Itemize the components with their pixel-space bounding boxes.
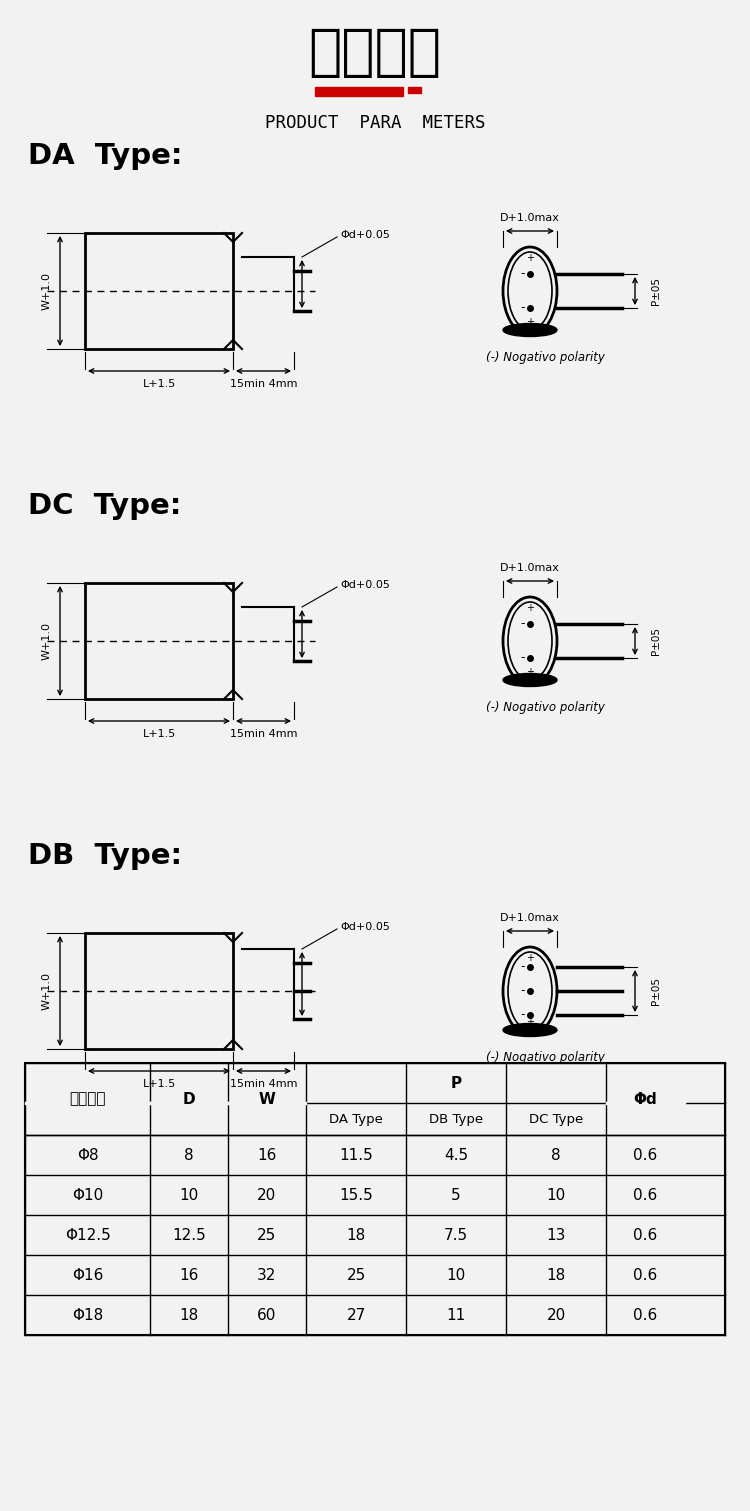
- Text: Φ12.5: Φ12.5: [64, 1227, 110, 1242]
- Text: D+1.0max: D+1.0max: [500, 213, 560, 224]
- Text: 0.6: 0.6: [633, 1268, 658, 1283]
- Text: 10: 10: [446, 1268, 466, 1283]
- Text: 15.5: 15.5: [339, 1188, 373, 1203]
- Text: W: W: [259, 1091, 275, 1106]
- Text: P±05: P±05: [651, 978, 661, 1005]
- Text: Φd+0.05: Φd+0.05: [340, 922, 390, 932]
- Text: -: -: [520, 302, 525, 314]
- Text: 15min 4mm: 15min 4mm: [230, 379, 297, 388]
- Text: Φd: Φd: [634, 1091, 657, 1106]
- Text: DA  Type:: DA Type:: [28, 142, 182, 171]
- Text: -: -: [520, 985, 525, 997]
- Text: -: -: [520, 618, 525, 630]
- Text: PRODUCT  PARA  METERS: PRODUCT PARA METERS: [265, 113, 485, 131]
- Bar: [85, 932, 233, 1049]
- Text: 11: 11: [446, 1307, 466, 1322]
- Bar: [408, 88, 421, 94]
- Text: 20: 20: [546, 1307, 566, 1322]
- Text: Φ8: Φ8: [76, 1147, 98, 1162]
- Text: D: D: [183, 1091, 195, 1106]
- Text: 单体直径: 单体直径: [69, 1091, 106, 1106]
- Text: 18: 18: [179, 1307, 199, 1322]
- Bar: [315, 88, 403, 97]
- Text: L+1.5: L+1.5: [142, 728, 176, 739]
- Text: 11.5: 11.5: [339, 1147, 373, 1162]
- Text: DB  Type:: DB Type:: [28, 842, 182, 870]
- Text: (-) Nogativo polarity: (-) Nogativo polarity: [485, 1050, 604, 1064]
- Text: D+1.0max: D+1.0max: [500, 913, 560, 923]
- Text: 产品尺寸: 产品尺寸: [308, 26, 442, 80]
- Text: P: P: [451, 1076, 461, 1091]
- Text: 25: 25: [257, 1227, 277, 1242]
- Text: W+1.0: W+1.0: [42, 272, 52, 310]
- Text: 12.5: 12.5: [172, 1227, 206, 1242]
- Text: +: +: [526, 666, 534, 677]
- Text: DC Type: DC Type: [529, 1112, 584, 1126]
- Text: Φd+0.05: Φd+0.05: [340, 230, 390, 240]
- Text: (-) Nogativo polarity: (-) Nogativo polarity: [485, 701, 604, 713]
- Text: 5: 5: [452, 1188, 460, 1203]
- Bar: [85, 583, 233, 700]
- Text: +: +: [526, 317, 534, 326]
- Ellipse shape: [503, 674, 557, 686]
- Text: 10: 10: [179, 1188, 199, 1203]
- Text: L+1.5: L+1.5: [142, 1079, 176, 1089]
- Text: 4.5: 4.5: [444, 1147, 468, 1162]
- Text: 13: 13: [546, 1227, 566, 1242]
- Text: (-) Nogativo polarity: (-) Nogativo polarity: [485, 351, 604, 364]
- Text: 8: 8: [551, 1147, 561, 1162]
- Text: D+1.0max: D+1.0max: [500, 564, 560, 573]
- Text: -: -: [520, 267, 525, 281]
- Text: Φ18: Φ18: [72, 1307, 103, 1322]
- Text: +: +: [526, 953, 534, 963]
- Bar: [25, 1064, 725, 1336]
- Text: P±05: P±05: [651, 277, 661, 305]
- Text: +: +: [526, 1017, 534, 1027]
- Text: P±05: P±05: [651, 627, 661, 654]
- Text: -: -: [520, 961, 525, 973]
- Text: 16: 16: [257, 1147, 277, 1162]
- Text: 20: 20: [257, 1188, 277, 1203]
- Text: 15min 4mm: 15min 4mm: [230, 1079, 297, 1089]
- Text: Φ10: Φ10: [72, 1188, 103, 1203]
- Ellipse shape: [503, 323, 557, 337]
- Text: W+1.0: W+1.0: [42, 972, 52, 1009]
- Text: 18: 18: [346, 1227, 366, 1242]
- Text: 15min 4mm: 15min 4mm: [230, 728, 297, 739]
- Text: 60: 60: [257, 1307, 277, 1322]
- Bar: [85, 233, 233, 349]
- Text: W+1.0: W+1.0: [42, 623, 52, 660]
- Ellipse shape: [503, 1023, 557, 1037]
- Text: +: +: [526, 603, 534, 613]
- Text: L+1.5: L+1.5: [142, 379, 176, 388]
- Text: Φd+0.05: Φd+0.05: [340, 580, 390, 589]
- Text: 27: 27: [346, 1307, 366, 1322]
- Text: Φ16: Φ16: [72, 1268, 104, 1283]
- Text: DA Type: DA Type: [329, 1112, 383, 1126]
- Text: -: -: [520, 651, 525, 665]
- Text: 0.6: 0.6: [633, 1188, 658, 1203]
- Text: 0.6: 0.6: [633, 1307, 658, 1322]
- Text: +: +: [526, 252, 534, 263]
- Text: 16: 16: [179, 1268, 199, 1283]
- Text: DB Type: DB Type: [429, 1112, 483, 1126]
- Text: 10: 10: [546, 1188, 566, 1203]
- Text: DC  Type:: DC Type:: [28, 493, 182, 520]
- Text: -: -: [520, 1008, 525, 1021]
- Text: 25: 25: [346, 1268, 366, 1283]
- Text: 18: 18: [546, 1268, 566, 1283]
- Text: 32: 32: [257, 1268, 277, 1283]
- Text: 0.6: 0.6: [633, 1147, 658, 1162]
- Text: 7.5: 7.5: [444, 1227, 468, 1242]
- Text: 8: 8: [184, 1147, 194, 1162]
- Text: 0.6: 0.6: [633, 1227, 658, 1242]
